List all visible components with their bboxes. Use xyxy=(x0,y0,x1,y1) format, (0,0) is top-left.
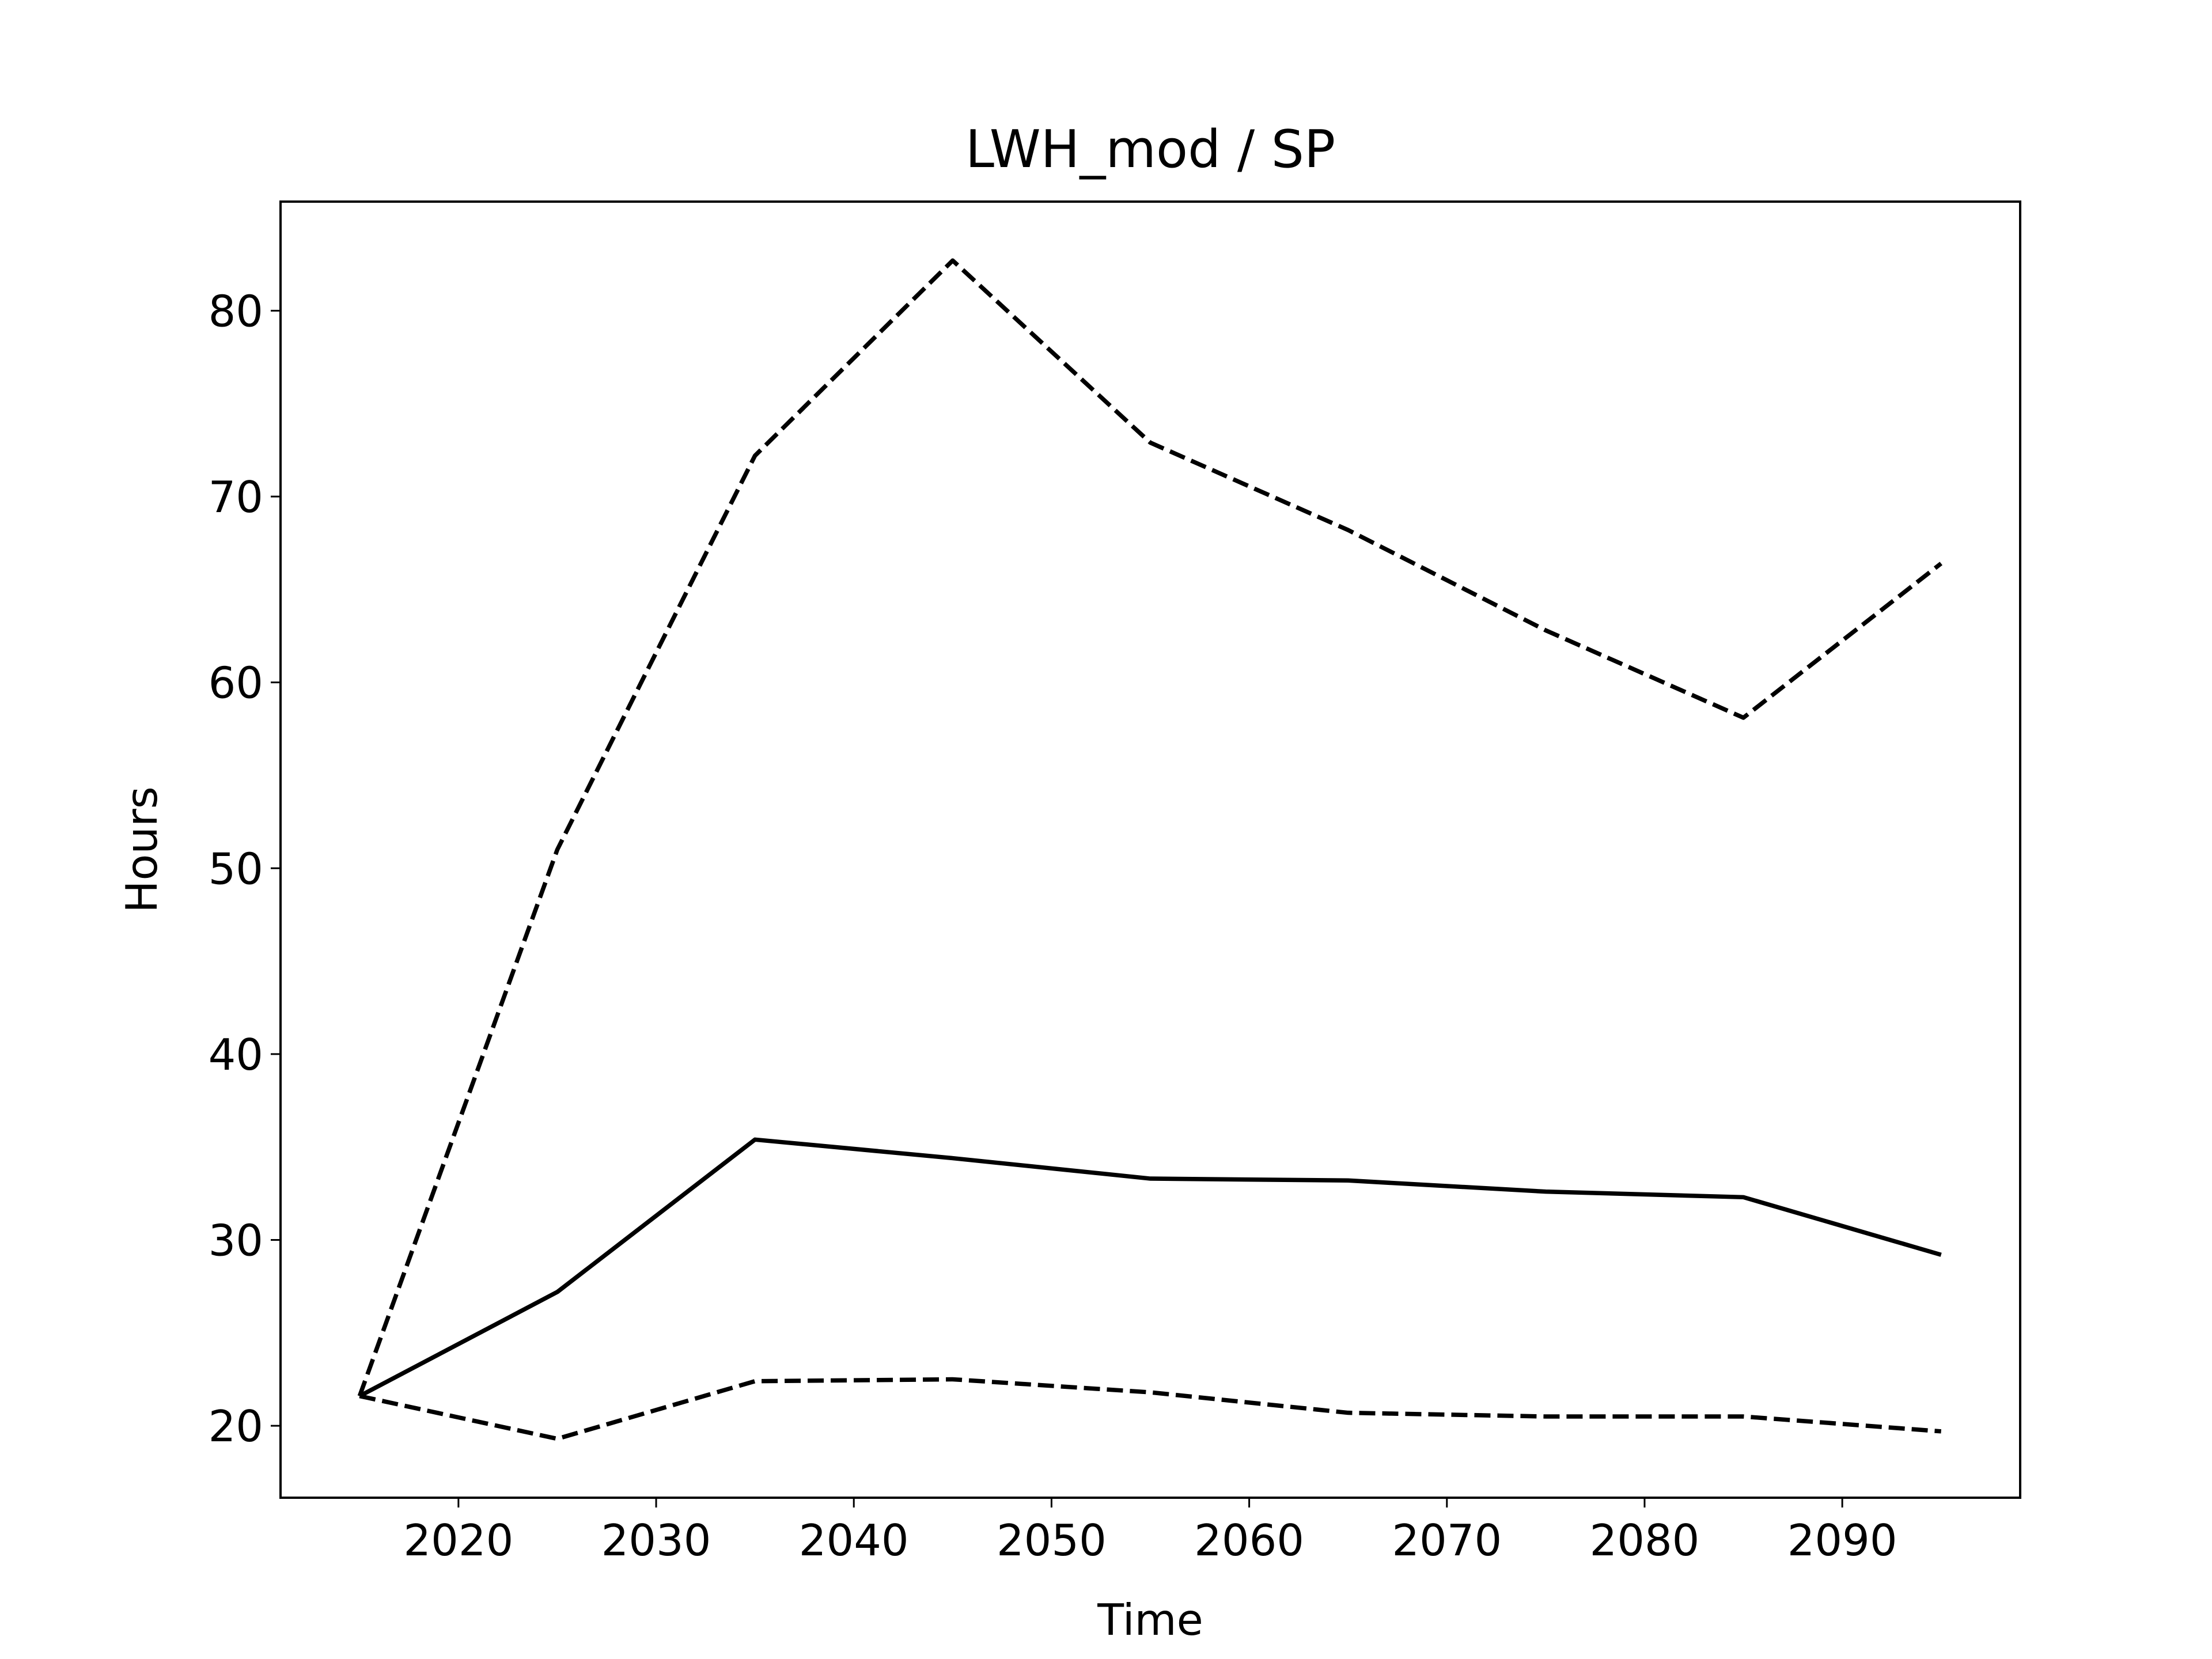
y-axis-label: Hours xyxy=(116,786,167,913)
y-tick-label: 40 xyxy=(209,1029,263,1080)
x-axis-label: Time xyxy=(1097,1594,1203,1645)
y-tick-label: 50 xyxy=(209,843,263,894)
y-tick-label: 30 xyxy=(209,1215,263,1266)
y-tick-label: 60 xyxy=(209,658,263,709)
x-tick-label: 2030 xyxy=(601,1515,711,1566)
x-tick-label: 2070 xyxy=(1392,1515,1502,1566)
line-series xyxy=(358,1137,1942,1398)
y-tick-label: 20 xyxy=(209,1401,263,1452)
line-series xyxy=(357,258,1943,1397)
y-tick-label: 80 xyxy=(209,286,263,336)
x-tick-label: 2050 xyxy=(997,1515,1107,1566)
plot-frame xyxy=(279,200,2021,1499)
x-tick-label: 2040 xyxy=(799,1515,909,1566)
x-tick-label: 2020 xyxy=(403,1515,513,1566)
x-tick-label: 2090 xyxy=(1787,1515,1897,1566)
y-tick-label: 70 xyxy=(209,472,263,522)
x-tick-label: 2080 xyxy=(1590,1515,1700,1566)
chart-title: LWH_mod / SP xyxy=(965,119,1335,180)
x-tick-label: 2060 xyxy=(1194,1515,1304,1566)
